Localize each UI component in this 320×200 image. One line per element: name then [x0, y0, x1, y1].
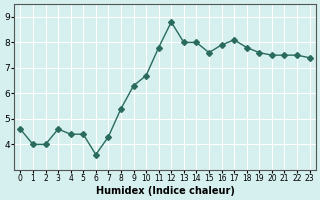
X-axis label: Humidex (Indice chaleur): Humidex (Indice chaleur) — [96, 186, 234, 196]
